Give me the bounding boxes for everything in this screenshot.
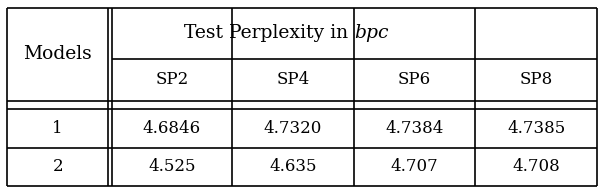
Text: SP6: SP6 [398, 71, 431, 88]
Text: SP2: SP2 [155, 71, 188, 88]
Text: bpc: bpc [355, 24, 389, 42]
Text: 4.708: 4.708 [512, 158, 560, 175]
Text: 4.525: 4.525 [148, 158, 196, 175]
Text: Models: Models [24, 45, 92, 63]
Text: 4.635: 4.635 [269, 158, 316, 175]
Text: Test Perplexity in: Test Perplexity in [184, 24, 355, 42]
Text: SP8: SP8 [519, 71, 553, 88]
Text: SP4: SP4 [276, 71, 309, 88]
Text: 4.707: 4.707 [391, 158, 439, 175]
Text: 4.7384: 4.7384 [385, 120, 444, 137]
Text: 4.6846: 4.6846 [143, 120, 201, 137]
Text: 2: 2 [53, 158, 63, 175]
Text: 1: 1 [53, 120, 63, 137]
Text: 4.7320: 4.7320 [263, 120, 322, 137]
Text: 4.7385: 4.7385 [507, 120, 565, 137]
